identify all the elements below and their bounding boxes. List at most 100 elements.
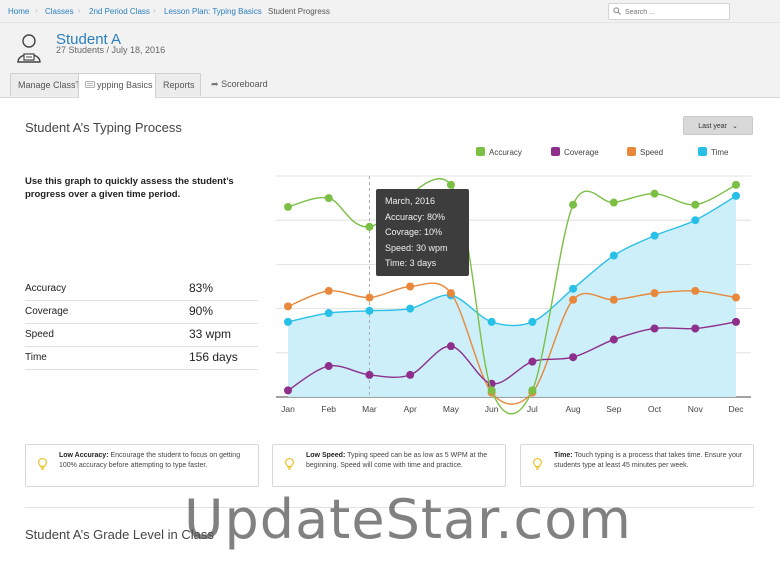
data-point-accuracy: [324, 194, 333, 203]
data-point-time: [609, 251, 618, 260]
tip-card-speed: Low Speed: Typing speed can be as low as…: [272, 444, 506, 487]
x-tick-label: Jul: [527, 404, 538, 414]
tip-label: Low Speed:: [306, 452, 346, 459]
x-tick-label: Jan: [281, 404, 295, 414]
breadcrumb-class[interactable]: 2nd Period Class: [89, 7, 150, 16]
data-point-coverage: [691, 324, 700, 333]
tab-label: Scoreboard: [221, 79, 268, 89]
chevron-right-icon: ›: [153, 6, 156, 15]
breadcrumb: Home › Classes › 2nd Period Class › Less…: [0, 0, 780, 23]
stat-row-accuracy: Accuracy 83%: [25, 278, 258, 301]
data-point-time: [732, 191, 740, 200]
data-point-time: [528, 317, 537, 326]
data-point-coverage: [650, 324, 659, 333]
data-point-time: [365, 306, 374, 315]
chevron-right-icon: ›: [257, 6, 260, 15]
stat-row-time: Time 156 days: [25, 347, 258, 370]
legend-swatch: [476, 147, 485, 156]
data-point-accuracy: [487, 386, 496, 395]
breadcrumb-classes[interactable]: Classes: [45, 7, 74, 16]
breadcrumb-home[interactable]: Home: [8, 7, 30, 16]
lightbulb-icon: [38, 458, 47, 470]
legend-accuracy[interactable]: Accuracy: [476, 147, 522, 157]
x-tick-label: Nov: [688, 404, 704, 414]
data-point-accuracy: [650, 189, 659, 198]
tab-typing-basics[interactable]: ypping Basics: [78, 73, 156, 98]
x-tick-label: Sep: [606, 404, 621, 414]
stat-row-speed: Speed 33 wpm: [25, 324, 258, 347]
tip-label: Time:: [554, 452, 573, 459]
data-point-time: [487, 317, 496, 326]
data-point-coverage: [609, 335, 618, 344]
x-tick-label: Apr: [404, 404, 417, 414]
tab-label: Reports: [163, 80, 195, 90]
data-point-time: [406, 304, 415, 313]
legend-swatch: [698, 147, 707, 156]
tip-label: Low Accuracy:: [59, 452, 109, 459]
legend-coverage[interactable]: Coverage: [551, 147, 599, 157]
chart-tooltip: March, 2016 Accuracy: 80% Covrage: 10% S…: [376, 189, 469, 276]
chevron-right-icon: ›: [78, 6, 81, 15]
data-point-accuracy: [528, 386, 537, 395]
tip-text: Encourage the student to focus on gettin…: [59, 452, 241, 469]
chevron-down-icon: ⌄: [731, 123, 738, 130]
data-point-speed: [406, 282, 415, 291]
student-header: [0, 23, 780, 73]
chevron-right-icon: ›: [35, 6, 38, 15]
stat-value: 90%: [189, 304, 214, 318]
watermark: UpdateStar.com: [184, 488, 632, 551]
lightbulb-icon: [285, 458, 294, 470]
search-box[interactable]: [608, 3, 730, 21]
tip-card-accuracy: Low Accuracy: Encourage the student to f…: [25, 444, 259, 487]
tip-text: Typing speed can be as low as 5 WPM at t…: [306, 452, 488, 469]
x-tick-label: May: [443, 404, 460, 414]
tab-label: ypping Basics: [97, 80, 153, 90]
stat-row-coverage: Coverage 90%: [25, 301, 258, 324]
student-meta: 27 Students / July 18, 2016: [56, 45, 166, 55]
breadcrumb-lesson[interactable]: Lesson Plan: Typing Basics: [164, 7, 262, 16]
data-point-time: [691, 216, 700, 225]
data-point-coverage: [446, 342, 455, 351]
data-point-speed: [732, 293, 740, 302]
legend-label: Speed: [640, 148, 664, 157]
student-avatar-icon: [17, 34, 41, 63]
data-point-coverage: [284, 386, 292, 395]
data-point-accuracy: [365, 222, 374, 231]
stat-label: Coverage: [25, 306, 69, 317]
section-divider: [25, 507, 754, 508]
search-icon: [613, 7, 621, 15]
data-point-accuracy: [732, 180, 740, 189]
stat-value: 33 wpm: [189, 327, 232, 341]
x-tick-label: Aug: [566, 404, 581, 414]
data-point-coverage: [569, 353, 578, 362]
breadcrumb-current: Student Progress: [268, 7, 330, 16]
tab-scoreboard[interactable]: ➦ Scoreboard: [211, 73, 281, 96]
grade-level-title: Student A’s Grade Level in Class: [25, 527, 214, 542]
stat-label: Time: [25, 352, 47, 363]
data-point-coverage: [324, 362, 333, 371]
legend-label: Time: [711, 148, 729, 157]
data-point-coverage: [732, 317, 740, 326]
data-point-speed: [650, 289, 659, 298]
data-point-accuracy: [609, 198, 618, 207]
student-name: Student A: [56, 31, 122, 48]
time-range-dropdown[interactable]: Last year ⌄: [683, 116, 753, 135]
section-title: Student A’s Typing Process: [25, 120, 182, 135]
legend-speed[interactable]: Speed: [627, 147, 663, 157]
tooltip-line: Time: 3 days: [385, 258, 437, 269]
share-icon: ➦: [211, 79, 219, 89]
tab-reports[interactable]: Reports: [155, 73, 201, 96]
progress-chart[interactable]: Jan Feb Mar Apr May Jun Jul Aug Sep Oct Nov Dec: [0, 0, 780, 420]
x-tick-label: Oct: [648, 404, 662, 414]
x-tick-label: Dec: [728, 404, 744, 414]
x-tick-label: Feb: [321, 404, 336, 414]
legend-time[interactable]: Time: [698, 147, 728, 157]
search-input[interactable]: [623, 4, 727, 21]
stat-value: 83%: [189, 281, 214, 295]
data-point-accuracy: [691, 200, 700, 209]
data-point-speed: [446, 289, 455, 298]
legend-label: Coverage: [564, 148, 599, 157]
data-point-coverage: [528, 357, 537, 366]
lightbulb-icon: [533, 458, 542, 470]
tooltip-line: Accuracy: 80%: [385, 211, 446, 222]
